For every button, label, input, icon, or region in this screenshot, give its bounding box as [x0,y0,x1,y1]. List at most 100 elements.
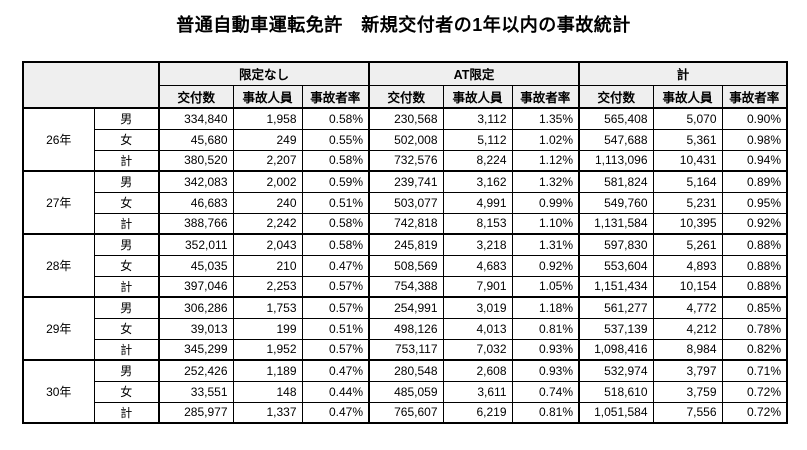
data-cell: 2,253 [232,275,303,298]
subheader-issued: 交付数 [578,84,654,109]
data-cell: 1,113,096 [578,149,654,172]
data-cell: 5,361 [652,128,723,151]
data-cell: 1,337 [232,401,303,424]
data-cell: 8,224 [442,149,513,172]
data-cell: 8,984 [652,338,723,361]
data-cell: 0.98% [721,128,788,151]
data-cell: 0.92% [721,212,788,235]
data-cell: 0.55% [301,128,370,151]
data-cell: 537,139 [578,317,654,340]
subheader-accident-rate: 事故者率 [511,84,580,109]
data-cell: 0.57% [301,296,370,319]
data-cell: 0.88% [721,275,788,298]
data-cell: 0.72% [721,380,788,403]
data-cell: 518,610 [578,380,654,403]
data-cell: 388,766 [158,212,234,235]
data-cell: 561,277 [578,296,654,319]
data-cell: 8,153 [442,212,513,235]
data-cell: 732,576 [368,149,444,172]
table-row: 女 39,013 199 0.51% 498,126 4,013 0.81% 5… [23,317,788,340]
data-cell: 0.92% [511,254,580,277]
data-cell: 1,753 [232,296,303,319]
data-cell: 345,299 [158,338,234,361]
year-cell: 29年 [22,296,95,361]
gender-cell: 女 [93,380,160,403]
data-cell: 2,242 [232,212,303,235]
data-cell: 553,604 [578,254,654,277]
data-cell: 498,126 [368,317,444,340]
data-cell: 0.82% [721,338,788,361]
data-cell: 532,974 [578,359,654,382]
data-cell: 742,818 [368,212,444,235]
data-cell: 0.71% [721,359,788,382]
data-cell: 503,077 [368,191,444,214]
gender-cell: 男 [93,107,160,130]
data-cell: 1.18% [511,296,580,319]
data-cell: 199 [232,317,303,340]
data-cell: 0.59% [301,170,370,193]
data-cell: 1.12% [511,149,580,172]
data-cell: 0.47% [301,401,370,424]
data-cell: 0.81% [511,401,580,424]
data-cell: 765,607 [368,401,444,424]
gender-cell: 女 [93,317,160,340]
table-row: 計 380,520 2,207 0.58% 732,576 8,224 1.12… [23,149,788,172]
table-row: 女 45,680 249 0.55% 502,008 5,112 1.02% 5… [23,128,788,151]
data-cell: 245,819 [368,233,444,256]
subheader-accident-rate: 事故者率 [301,84,370,109]
data-cell: 597,830 [578,233,654,256]
gender-cell: 女 [93,191,160,214]
gender-cell: 男 [93,296,160,319]
data-cell: 3,759 [652,380,723,403]
data-cell: 352,011 [158,233,234,256]
data-cell: 397,046 [158,275,234,298]
gender-cell: 女 [93,254,160,277]
data-cell: 1,131,584 [578,212,654,235]
gender-cell: 男 [93,170,160,193]
table-row: 27年 男 342,083 2,002 0.59% 239,741 3,162 … [22,170,788,235]
data-cell: 210 [232,254,303,277]
data-cell: 1,098,416 [578,338,654,361]
data-cell: 565,408 [578,107,654,130]
data-cell: 753,117 [368,338,444,361]
data-cell: 39,013 [158,317,234,340]
data-cell: 1.05% [511,275,580,298]
data-cell: 0.57% [301,338,370,361]
data-cell: 2,043 [232,233,303,256]
table-row: 女 46,683 240 0.51% 503,077 4,991 0.99% 5… [23,191,788,214]
data-cell: 581,824 [578,170,654,193]
header-sub-row: 交付数 事故人員 事故者率 交付数 事故人員 事故者率 交付数 事故人員 事故者… [23,84,788,109]
subheader-accident-rate: 事故者率 [721,84,788,109]
data-cell: 280,548 [368,359,444,382]
data-cell: 7,901 [442,275,513,298]
data-cell: 1.32% [511,170,580,193]
year-cell: 30年 [22,359,95,424]
data-cell: 0.93% [511,359,580,382]
data-cell: 240 [232,191,303,214]
data-cell: 547,688 [578,128,654,151]
subheader-accident-persons: 事故人員 [232,84,303,109]
table-row: 計 397,046 2,253 0.57% 754,388 7,901 1.05… [23,275,788,298]
data-cell: 0.72% [721,401,788,424]
data-cell: 502,008 [368,128,444,151]
data-cell: 7,556 [652,401,723,424]
data-cell: 2,608 [442,359,513,382]
data-cell: 3,162 [442,170,513,193]
data-cell: 5,231 [652,191,723,214]
data-cell: 4,772 [652,296,723,319]
data-cell: 2,207 [232,149,303,172]
data-cell: 1,189 [232,359,303,382]
data-cell: 4,991 [442,191,513,214]
data-cell: 252,426 [158,359,234,382]
table-row: 28年 男 352,011 2,043 0.58% 245,819 3,218 … [22,233,788,298]
data-cell: 0.58% [301,107,370,130]
data-cell: 5,112 [442,128,513,151]
gender-cell: 計 [93,149,160,172]
data-cell: 249 [232,128,303,151]
data-cell: 0.51% [301,191,370,214]
data-cell: 3,218 [442,233,513,256]
col-group-at-limited: AT限定 [368,61,580,86]
data-cell: 5,070 [652,107,723,130]
gender-cell: 女 [93,128,160,151]
data-cell: 45,680 [158,128,234,151]
